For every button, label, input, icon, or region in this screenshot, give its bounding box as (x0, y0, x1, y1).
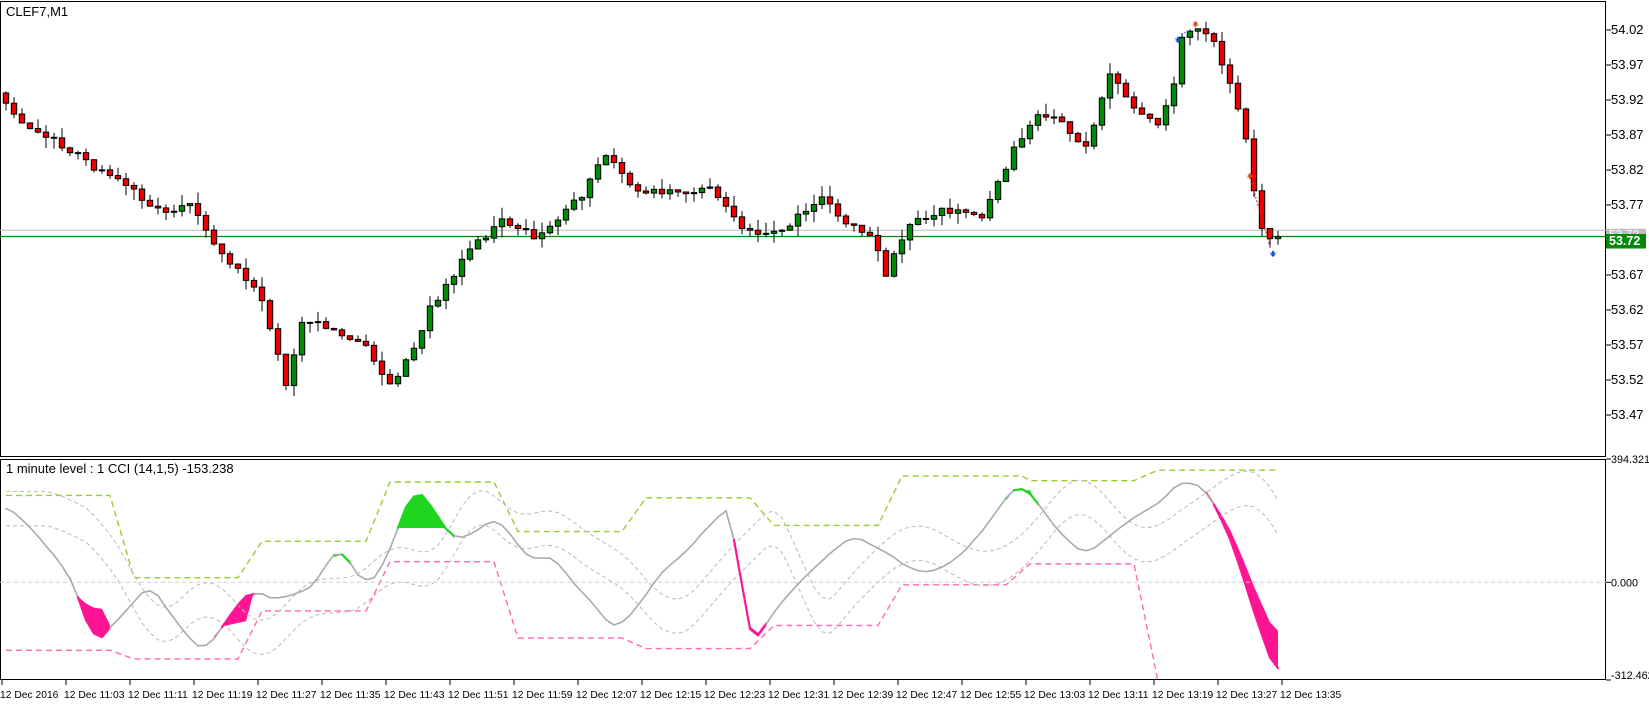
svg-text:12 Dec 11:27: 12 Dec 11:27 (256, 690, 317, 701)
svg-text:12 Dec 12:07: 12 Dec 12:07 (576, 690, 638, 701)
svg-text:53.52: 53.52 (1611, 372, 1644, 387)
svg-text:12 Dec 12:23: 12 Dec 12:23 (704, 690, 766, 701)
svg-text:12 Dec 13:35: 12 Dec 13:35 (1280, 690, 1342, 701)
svg-text:12 Dec 12:31: 12 Dec 12:31 (768, 690, 830, 701)
svg-text:12 Dec 11:19: 12 Dec 11:19 (192, 690, 253, 701)
svg-text:12 Dec 13:03: 12 Dec 13:03 (1024, 690, 1086, 701)
svg-text:53.92: 53.92 (1611, 92, 1644, 107)
svg-text:53.77: 53.77 (1611, 197, 1644, 212)
svg-text:1 minute level : 1 CCI (14,1,5: 1 minute level : 1 CCI (14,1,5) -153.238 (6, 461, 234, 476)
svg-text:53.67: 53.67 (1611, 267, 1644, 282)
svg-text:CLEF7,M1: CLEF7,M1 (6, 4, 68, 19)
svg-text:12 Dec 11:03: 12 Dec 11:03 (64, 690, 125, 701)
svg-text:12 Dec 12:55: 12 Dec 12:55 (960, 690, 1022, 701)
svg-text:12 Dec 2016: 12 Dec 2016 (0, 690, 59, 701)
svg-text:54.02: 54.02 (1611, 22, 1644, 37)
svg-text:53.47: 53.47 (1611, 407, 1644, 422)
svg-text:12 Dec 11:11: 12 Dec 11:11 (128, 690, 188, 701)
svg-text:12 Dec 11:43: 12 Dec 11:43 (384, 690, 445, 701)
svg-text:12 Dec 13:19: 12 Dec 13:19 (1152, 690, 1214, 701)
svg-text:0.000: 0.000 (1611, 577, 1638, 589)
svg-text:53.72: 53.72 (1609, 234, 1640, 248)
svg-text:53.82: 53.82 (1611, 162, 1644, 177)
svg-text:-312.462: -312.462 (1611, 670, 1649, 682)
svg-text:53.57: 53.57 (1611, 337, 1644, 352)
svg-text:12 Dec 13:11: 12 Dec 13:11 (1088, 690, 1149, 701)
svg-text:12 Dec 13:27: 12 Dec 13:27 (1216, 690, 1278, 701)
svg-text:12 Dec 11:51: 12 Dec 11:51 (448, 690, 509, 701)
svg-text:12 Dec 11:59: 12 Dec 11:59 (512, 690, 573, 701)
svg-text:12 Dec 12:39: 12 Dec 12:39 (832, 690, 894, 701)
svg-text:12 Dec 12:47: 12 Dec 12:47 (896, 690, 958, 701)
svg-text:12 Dec 11:35: 12 Dec 11:35 (320, 690, 381, 701)
svg-text:394.321: 394.321 (1611, 454, 1649, 466)
svg-text:12 Dec 12:15: 12 Dec 12:15 (640, 690, 702, 701)
svg-text:53.97: 53.97 (1611, 57, 1644, 72)
svg-text:53.87: 53.87 (1611, 127, 1644, 142)
svg-text:53.62: 53.62 (1611, 302, 1644, 317)
